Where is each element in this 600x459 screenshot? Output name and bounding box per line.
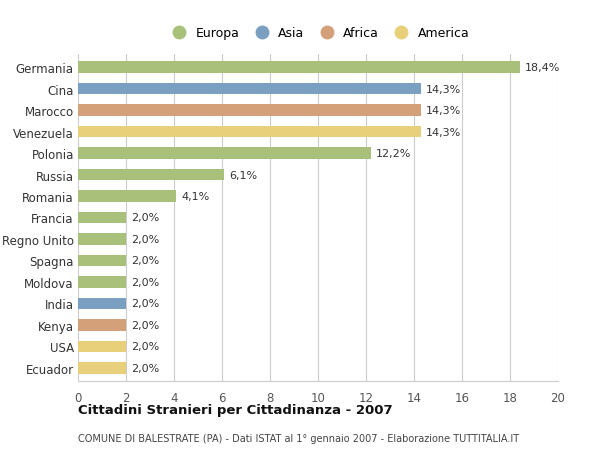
Bar [78,255,126,267]
Bar [78,126,421,138]
Legend: Europa, Asia, Africa, America: Europa, Asia, Africa, America [161,22,475,45]
Bar [78,234,126,246]
Text: 2,0%: 2,0% [131,299,159,309]
Bar [78,276,126,288]
Bar [78,169,224,181]
Bar [78,148,371,160]
Text: 2,0%: 2,0% [131,213,159,223]
Text: 14,3%: 14,3% [426,84,461,95]
Bar [78,319,126,331]
Text: 18,4%: 18,4% [524,63,560,73]
Bar [78,341,126,353]
Text: 14,3%: 14,3% [426,106,461,116]
Text: 2,0%: 2,0% [131,235,159,245]
Text: Cittadini Stranieri per Cittadinanza - 2007: Cittadini Stranieri per Cittadinanza - 2… [78,403,392,416]
Text: 2,0%: 2,0% [131,277,159,287]
Text: 2,0%: 2,0% [131,256,159,266]
Text: 2,0%: 2,0% [131,341,159,352]
Bar [78,362,126,374]
Bar [78,105,421,117]
Text: 2,0%: 2,0% [131,320,159,330]
Text: 12,2%: 12,2% [376,149,411,159]
Bar [78,298,126,310]
Text: 6,1%: 6,1% [229,170,257,180]
Bar [78,84,421,95]
Text: 14,3%: 14,3% [426,127,461,137]
Text: 2,0%: 2,0% [131,363,159,373]
Text: COMUNE DI BALESTRATE (PA) - Dati ISTAT al 1° gennaio 2007 - Elaborazione TUTTITA: COMUNE DI BALESTRATE (PA) - Dati ISTAT a… [78,433,519,442]
Text: 4,1%: 4,1% [181,191,209,202]
Bar [78,212,126,224]
Bar [78,62,520,74]
Bar [78,190,176,202]
